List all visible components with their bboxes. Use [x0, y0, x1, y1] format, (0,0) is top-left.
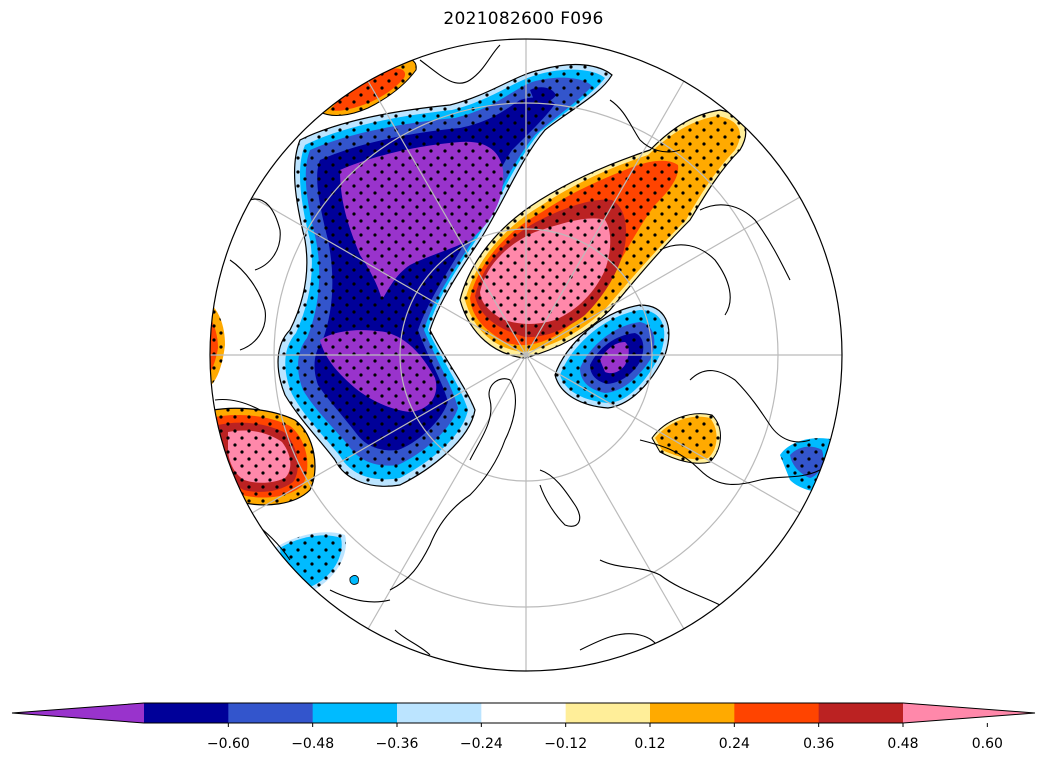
colorbar-segments [11, 702, 1036, 724]
positive-anomaly-east-small [651, 413, 721, 464]
colorbar-segment [565, 703, 651, 723]
colorbar-segment [397, 703, 482, 723]
positive-anomaly-southwest [210, 407, 316, 506]
colorbar-outline [11, 702, 1036, 724]
colorbar-tick-label: −0.48 [291, 736, 334, 752]
map-title: 2021082600 F096 [443, 9, 604, 29]
graticule [210, 39, 842, 671]
colorbar-segment [481, 703, 567, 723]
colorbar-tick-label: −0.24 [460, 736, 503, 752]
positive-anomaly-center [459, 109, 747, 359]
polar-map [209, 38, 843, 672]
colorbar-ticks: −0.60 −0.48 −0.36 −0.24 −0.12 0.12 0.24 0.36 0.4… [207, 723, 1003, 752]
colorbar-tick-label: 0.36 [803, 736, 834, 752]
colorbar-segment [144, 703, 229, 723]
colorbar-tick-label: 0.48 [887, 736, 918, 752]
map-boundary [209, 38, 843, 672]
colorbar-extend-high [903, 703, 1035, 723]
colorbar-tick-label: −0.36 [376, 736, 419, 752]
colorbar-tick-label: 0.24 [719, 736, 750, 752]
colorbar-segment [228, 703, 314, 723]
colorbar-tick-label: 0.60 [972, 736, 1003, 752]
positive-anomaly-northwest [319, 57, 417, 116]
negative-anomaly-west [277, 64, 613, 487]
colorbar-tick-label: 0.12 [634, 736, 665, 752]
colorbar-segment [312, 703, 398, 723]
colorbar-segment [734, 703, 820, 723]
colorbar-tick-label: −0.60 [207, 736, 250, 752]
colorbar-tick-label: −0.12 [544, 736, 587, 752]
colorbar-extend-low [12, 703, 144, 723]
positive-anomaly-west-edge [210, 300, 225, 390]
colorbar-segment [650, 703, 735, 723]
colorbar-segment [818, 703, 904, 723]
